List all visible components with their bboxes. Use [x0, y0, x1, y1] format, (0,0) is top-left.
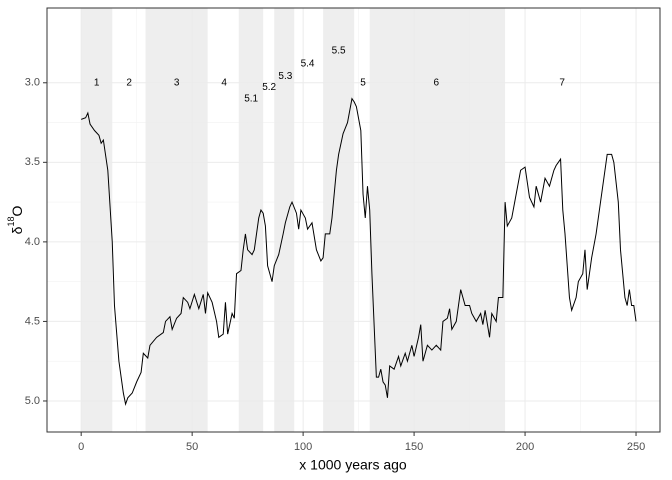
stage-label: 5: [360, 77, 366, 88]
shaded-band: [369, 8, 506, 432]
x-tick-label: 100: [294, 441, 312, 453]
y-axis-title: δ18O: [6, 206, 24, 235]
stage-label: 3: [174, 77, 180, 88]
y-tick-label: 3.5: [25, 156, 40, 168]
x-tick-label: 250: [627, 441, 645, 453]
panel-border: [46, 7, 661, 433]
x-tick-label: 50: [186, 441, 198, 453]
shaded-band: [81, 8, 113, 432]
stage-label: 5.2: [262, 82, 276, 93]
y-axis-title-sup: 18: [6, 217, 16, 227]
shaded-band: [238, 8, 264, 432]
stage-label: 5.4: [301, 58, 315, 69]
stage-label: 5.3: [278, 71, 292, 82]
stage-label: 2: [126, 77, 132, 88]
shaded-band: [145, 8, 208, 432]
x-axis-title: x 1000 years ago: [299, 457, 407, 473]
y-axis-title-part: δ: [9, 226, 25, 234]
x-tick-label: 150: [405, 441, 423, 453]
stage-label: 7: [559, 77, 565, 88]
x-tick-label: 200: [516, 441, 534, 453]
x-tick-label: 0: [78, 441, 84, 453]
stage-label: 5.1: [244, 93, 258, 104]
shaded-band: [323, 8, 355, 432]
data-line: [81, 97, 637, 407]
y-tick-label: 4.0: [25, 236, 40, 248]
stage-label: 1: [94, 77, 100, 88]
shaded-band: [274, 8, 295, 432]
stage-label: 6: [434, 77, 440, 88]
y-tick-label: 4.5: [25, 315, 40, 327]
y-tick-label: 3.0: [25, 77, 40, 89]
y-axis-title-part: O: [9, 206, 25, 217]
y-tick-label: 5.0: [25, 395, 40, 407]
stage-label: 5.5: [332, 46, 346, 57]
stage-label: 4: [221, 77, 227, 88]
